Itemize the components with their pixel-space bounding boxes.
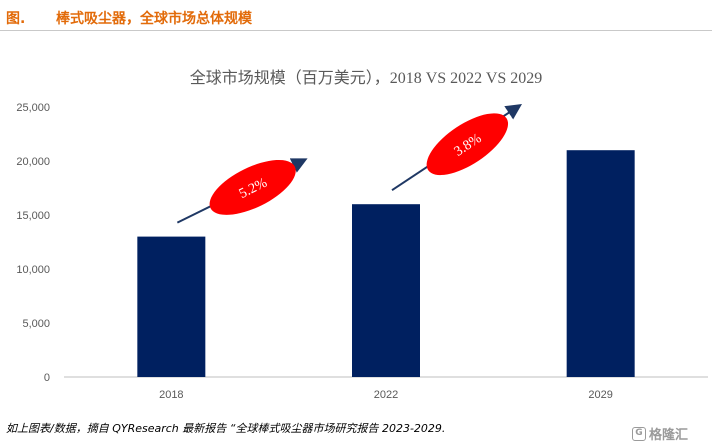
- figure-title: 棒式吸尘器，全球市场总体规模: [56, 11, 252, 27]
- bars: [137, 150, 635, 377]
- x-axis: 2018 2022 2029: [159, 389, 613, 401]
- source-note: 如上图表/数据，摘自 QYResearch 最新报告 “全球棒式吸尘器市场研究报…: [6, 422, 446, 435]
- x-tick-label: 2029: [588, 389, 612, 401]
- chart-title: 全球市场规模（百万美元），2018 VS 2022 VS 2029: [190, 69, 543, 87]
- bar-2018: [137, 236, 206, 377]
- bar-2022: [352, 204, 420, 377]
- growth-badge: [426, 113, 509, 176]
- bar-chart: 全球市场规模（百万美元），2018 VS 2022 VS 2029 0 5,000…: [16, 69, 708, 401]
- watermark-logo-icon: G: [632, 426, 646, 441]
- x-tick-label: 2018: [159, 389, 183, 401]
- y-tick-label: 25,000: [16, 102, 50, 114]
- y-axis: 0 5,000 10,000 15,000 20,000 25,000: [16, 102, 50, 384]
- watermark-text: 格隆汇: [649, 428, 689, 443]
- y-tick-label: 10,000: [16, 264, 50, 276]
- figure-label: 图.: [6, 11, 26, 27]
- y-tick-label: 5,000: [22, 318, 50, 330]
- y-tick-label: 20,000: [16, 156, 50, 168]
- growth-badge: [209, 159, 296, 215]
- figure-header: 图. 棒式吸尘器，全球市场总体规模: [0, 0, 712, 31]
- y-tick-label: 15,000: [16, 210, 50, 222]
- y-tick-label: 0: [44, 372, 50, 384]
- bar-2029: [566, 150, 635, 377]
- watermark: G 格隆汇: [632, 424, 688, 443]
- x-tick-label: 2022: [374, 389, 398, 401]
- growth-annotations: 5.2%3.8%: [176, 103, 523, 224]
